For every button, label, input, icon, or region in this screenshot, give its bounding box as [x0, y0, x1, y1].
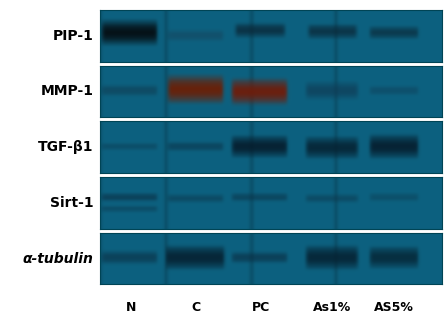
- Text: C: C: [191, 301, 200, 314]
- Text: AS5%: AS5%: [374, 301, 414, 314]
- Text: α-tubulin: α-tubulin: [23, 251, 94, 266]
- Text: Sirt-1: Sirt-1: [50, 196, 94, 210]
- Text: PC: PC: [252, 301, 270, 314]
- Text: N: N: [126, 301, 136, 314]
- Text: TGF-β1: TGF-β1: [38, 140, 94, 154]
- Text: MMP-1: MMP-1: [41, 84, 94, 98]
- Text: PIP-1: PIP-1: [53, 29, 94, 43]
- Text: As1%: As1%: [313, 301, 351, 314]
